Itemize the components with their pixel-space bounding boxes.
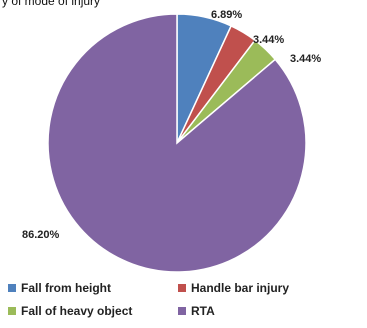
legend-swatch	[8, 307, 16, 315]
legend-swatch	[178, 307, 186, 315]
legend-swatch	[8, 284, 16, 292]
data-label-fall-from-height: 6.89%	[211, 9, 242, 21]
legend-label: Fall of heavy object	[21, 304, 133, 318]
chart-title: y of mode of injury	[2, 0, 101, 8]
legend-label: Handle bar injury	[191, 281, 290, 295]
legend-label: Fall from height	[21, 281, 111, 295]
legend: Fall from height Handle bar injury Fall …	[8, 281, 367, 318]
data-label-rta: 86.20%	[22, 229, 60, 241]
legend-swatch	[178, 284, 186, 292]
data-label-fall-of-heavy-object: 3.44%	[290, 53, 321, 65]
legend-label: RTA	[191, 304, 215, 318]
pie-slice-rta	[47, 13, 307, 273]
legend-item-handle-bar-injury: Handle bar injury	[178, 281, 367, 295]
legend-item-fall-of-heavy-object: Fall of heavy object	[8, 304, 178, 318]
pie-chart: 6.89% 3.44% 3.44% 86.20%	[22, 9, 321, 273]
legend-item-fall-from-height: Fall from height	[8, 281, 178, 295]
data-label-handle-bar-injury: 3.44%	[253, 34, 284, 46]
legend-item-rta: RTA	[178, 304, 367, 318]
